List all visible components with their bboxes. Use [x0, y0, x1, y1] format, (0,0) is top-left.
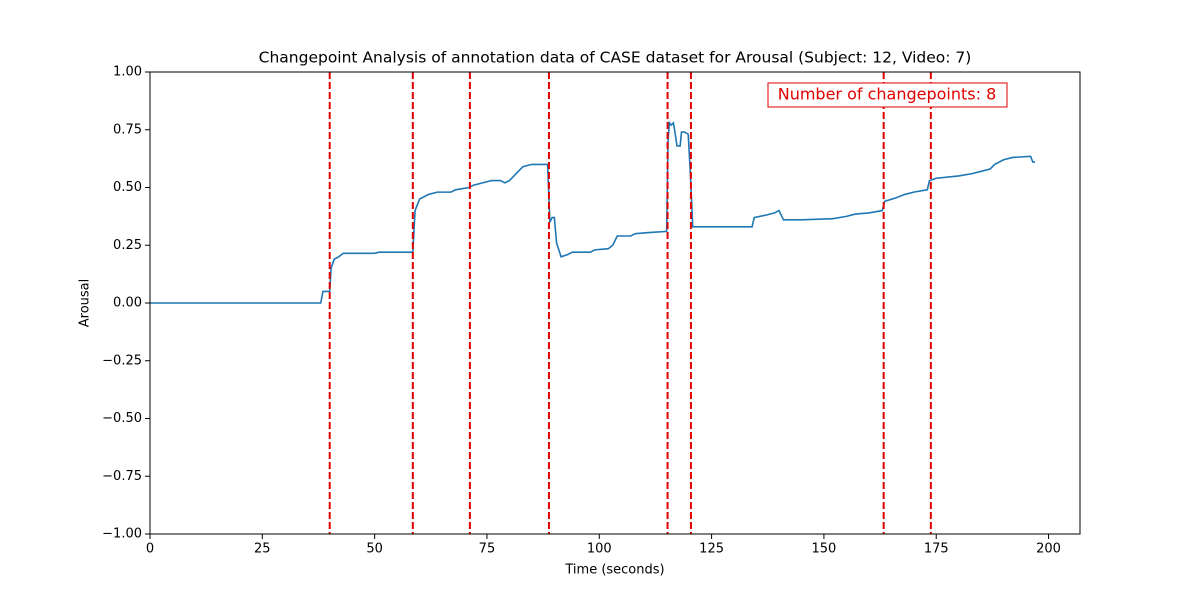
plot-frame [149, 71, 1081, 535]
annotation: Number of changepoints: 8 [778, 85, 997, 104]
y-tick-label: 0.25 [113, 238, 142, 253]
x-tick-label: 125 [699, 542, 724, 557]
x-tick-label: 200 [1036, 542, 1061, 557]
x-axis-label: Time (seconds) [564, 563, 664, 578]
data-line [150, 120, 1036, 304]
chart-title: Changepoint Analysis of annotation data … [259, 49, 972, 67]
x-tick-label: 150 [811, 542, 836, 557]
x-tick-label: 25 [254, 542, 271, 557]
x-tick-label: 75 [479, 542, 496, 557]
x-tick-label: 0 [146, 542, 154, 557]
annotation-box [767, 82, 1008, 108]
y-tick-label: 0.00 [113, 296, 142, 311]
y-tick-label: 0.75 [113, 122, 142, 137]
y-tick-label: −0.25 [102, 353, 142, 368]
x-tick-label: 100 [587, 542, 612, 557]
y-axis-label: Arousal [78, 279, 93, 328]
y-tick-label: −0.75 [102, 469, 142, 484]
y-tick-label: −1.00 [102, 527, 142, 542]
x-tick-label: 50 [366, 542, 383, 557]
y-tick-label: −0.50 [102, 411, 142, 426]
x-tick-label: 175 [924, 542, 949, 557]
y-tick-label: 0.50 [113, 180, 142, 195]
y-tick-label: 1.00 [113, 65, 142, 80]
